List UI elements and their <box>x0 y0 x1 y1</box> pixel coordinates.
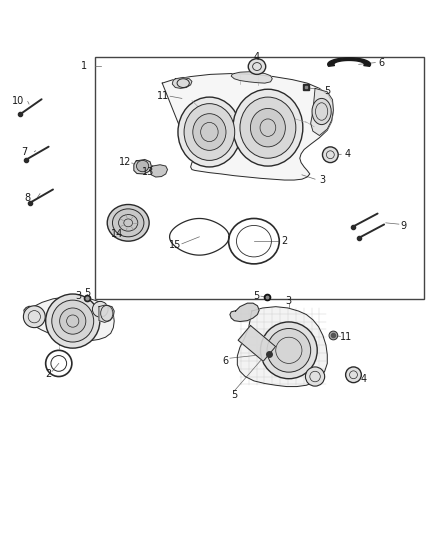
Text: 5: 5 <box>324 85 330 95</box>
Text: 9: 9 <box>400 221 406 231</box>
Text: 14: 14 <box>111 229 123 239</box>
Ellipse shape <box>248 59 266 75</box>
Ellipse shape <box>240 97 296 158</box>
Ellipse shape <box>267 328 311 372</box>
Polygon shape <box>231 72 272 83</box>
Text: 7: 7 <box>21 147 28 157</box>
Text: 11: 11 <box>340 332 353 342</box>
Ellipse shape <box>178 97 241 167</box>
Polygon shape <box>311 88 333 135</box>
Text: 11: 11 <box>157 91 170 101</box>
Text: 12: 12 <box>119 157 131 167</box>
Ellipse shape <box>346 367 361 383</box>
Ellipse shape <box>261 322 317 379</box>
Text: 8: 8 <box>25 192 31 203</box>
Text: 2: 2 <box>281 236 288 246</box>
Ellipse shape <box>113 209 144 237</box>
Text: 5: 5 <box>84 288 90 298</box>
Text: 5: 5 <box>231 390 237 400</box>
Ellipse shape <box>137 160 149 172</box>
Ellipse shape <box>233 89 303 166</box>
Ellipse shape <box>312 99 331 125</box>
Ellipse shape <box>251 108 286 147</box>
Text: 4: 4 <box>361 374 367 384</box>
Polygon shape <box>237 306 327 386</box>
Text: 3: 3 <box>75 291 81 301</box>
Text: 4: 4 <box>254 52 260 62</box>
Ellipse shape <box>52 300 94 342</box>
Text: 6: 6 <box>378 58 385 68</box>
Polygon shape <box>162 74 333 180</box>
Polygon shape <box>230 303 259 321</box>
Polygon shape <box>134 159 151 174</box>
Text: 1: 1 <box>81 61 87 71</box>
Ellipse shape <box>46 294 100 348</box>
Polygon shape <box>328 58 371 66</box>
Ellipse shape <box>23 306 45 328</box>
Polygon shape <box>113 213 141 232</box>
Ellipse shape <box>305 367 325 386</box>
Text: 13: 13 <box>142 167 154 177</box>
Polygon shape <box>238 326 276 361</box>
Bar <box>95 57 424 299</box>
Text: 15: 15 <box>169 240 181 250</box>
Ellipse shape <box>60 308 86 334</box>
Polygon shape <box>172 77 192 88</box>
Text: 6: 6 <box>222 356 228 366</box>
Ellipse shape <box>193 114 226 150</box>
Polygon shape <box>99 305 114 322</box>
Polygon shape <box>24 297 114 341</box>
Text: 10: 10 <box>12 96 24 107</box>
Ellipse shape <box>92 302 108 317</box>
Ellipse shape <box>184 103 235 160</box>
Text: 5: 5 <box>253 291 259 301</box>
Polygon shape <box>150 165 167 177</box>
Ellipse shape <box>107 205 149 241</box>
Ellipse shape <box>322 147 338 163</box>
Text: 4: 4 <box>344 149 350 159</box>
Text: 3: 3 <box>319 175 325 185</box>
Text: 3: 3 <box>286 296 292 305</box>
Text: 2: 2 <box>46 369 52 379</box>
